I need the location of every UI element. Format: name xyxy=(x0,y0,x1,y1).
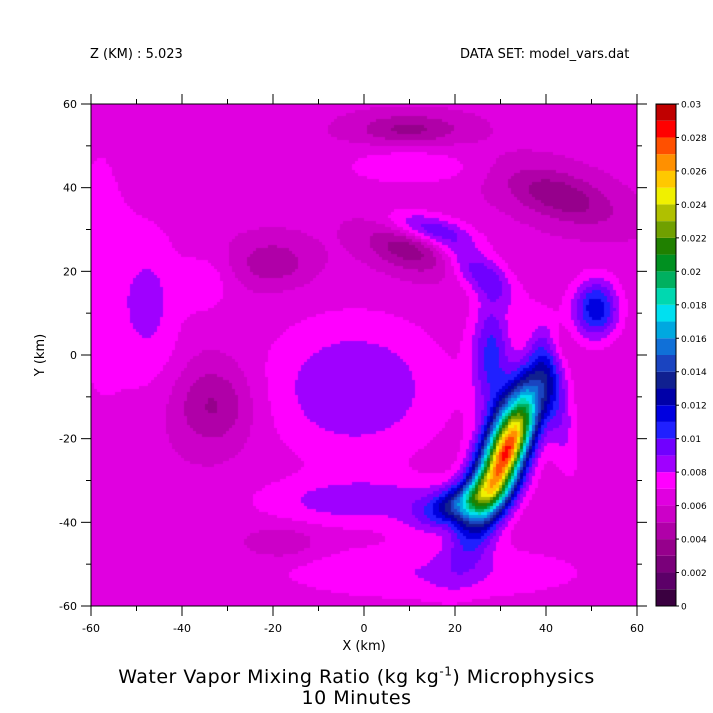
y-tick-label: -40 xyxy=(59,516,77,529)
y-tick-label: 60 xyxy=(63,98,77,111)
chart-subtitle: 10 Minutes xyxy=(301,687,412,709)
colorbar-swatch xyxy=(656,254,676,272)
colorbar-tick-label: 0.028 xyxy=(681,134,707,144)
colorbar-swatch xyxy=(656,522,676,540)
title-text-end: ) Microphysics xyxy=(452,666,595,688)
colorbar-tick-label: 0.02 xyxy=(681,268,701,278)
colorbar-tick-label: 0.012 xyxy=(681,402,707,412)
colorbar-swatch xyxy=(656,555,676,573)
colorbar-tick-label: 0.022 xyxy=(681,234,707,244)
colorbar-swatch xyxy=(656,505,676,523)
colorbar-tick-label: 0 xyxy=(681,603,687,613)
colorbar-swatch xyxy=(656,421,676,439)
plot-area xyxy=(90,103,638,607)
colorbar-tick-label: 0.03 xyxy=(681,101,701,111)
colorbar-tick-label: 0.024 xyxy=(681,201,707,211)
colorbar-swatch xyxy=(656,455,676,473)
x-tick-label: 20 xyxy=(448,622,462,635)
axis-ticks: -60 -40 -20 0 20 40 60 -60 -40 -20 0 20 40 60 xyxy=(59,94,647,635)
x-tick-label: -40 xyxy=(173,622,191,635)
colorbar-tick-label: 0.026 xyxy=(681,167,707,177)
colorbar-tick-label: 0.018 xyxy=(681,301,707,311)
colorbar-swatch xyxy=(656,187,676,205)
y-tick-label: -20 xyxy=(59,433,77,446)
colorbar-frame xyxy=(655,103,677,607)
x-tick-label: 60 xyxy=(630,622,644,635)
colorbar-swatch xyxy=(656,120,676,138)
colorbar-tick-label: 0.01 xyxy=(681,435,701,445)
chart-title: Water Vapor Mixing Ratio (kg kg-1) Micro… xyxy=(0,664,713,688)
x-axis-label: X (km) xyxy=(342,639,385,654)
colorbar-swatch xyxy=(656,221,676,238)
x-tick-label: 0 xyxy=(361,622,368,635)
colorbar-swatch xyxy=(656,321,676,339)
colorbar-swatch xyxy=(656,488,676,506)
y-axis-label: Y (km) xyxy=(33,334,48,377)
colorbar-tick-label: 0.004 xyxy=(681,536,707,546)
colorbar-swatch xyxy=(656,388,676,406)
y-tick-label: 20 xyxy=(63,265,77,278)
colorbar-swatch xyxy=(656,338,676,355)
colorbar-swatch xyxy=(656,589,676,606)
colorbar-swatch xyxy=(656,539,676,556)
colorbar-swatch xyxy=(656,371,676,389)
colorbar-swatch xyxy=(656,438,676,456)
y-tick-label: 0 xyxy=(70,349,77,362)
colorbar-swatch xyxy=(656,572,676,590)
colorbar-tick-label: 0.006 xyxy=(681,502,707,512)
colorbar-swatch xyxy=(656,472,676,489)
colorbar-tick-label: 0.016 xyxy=(681,335,707,345)
colorbar-swatch xyxy=(656,170,676,188)
colorbar-swatch xyxy=(656,355,676,372)
colorbar-tick-label: 0.008 xyxy=(681,469,707,479)
title-exponent: -1 xyxy=(439,664,453,679)
colorbar-tick-label: 0.014 xyxy=(681,368,707,378)
z-level-label: Z (KM) : 5.023 xyxy=(90,47,183,62)
colorbar-swatch xyxy=(656,204,676,222)
colorbar-swatch xyxy=(656,405,676,422)
colorbar-swatch xyxy=(656,304,676,322)
y-tick-label: 40 xyxy=(63,182,77,195)
contour-field xyxy=(91,104,637,606)
colorbar-tick-label: 0.002 xyxy=(681,569,707,579)
colorbar-swatch xyxy=(656,104,676,121)
colorbar-swatch xyxy=(656,137,676,155)
colorbar-swatch xyxy=(656,237,676,255)
y-tick-label: -60 xyxy=(59,600,77,613)
colorbar-swatch xyxy=(656,154,676,171)
colorbar-swatch xyxy=(656,288,676,305)
dataset-label: DATA SET: model_vars.dat xyxy=(460,47,630,62)
x-tick-label: -60 xyxy=(82,622,100,635)
colorbar-swatch xyxy=(656,271,676,289)
x-tick-label: -20 xyxy=(264,622,282,635)
title-text: Water Vapor Mixing Ratio (kg kg xyxy=(118,666,440,688)
x-tick-label: 40 xyxy=(539,622,553,635)
colorbar: 0 0.002 0.004 0.006 0.008 0.01 0.012 0.014 0.016… xyxy=(655,101,707,613)
